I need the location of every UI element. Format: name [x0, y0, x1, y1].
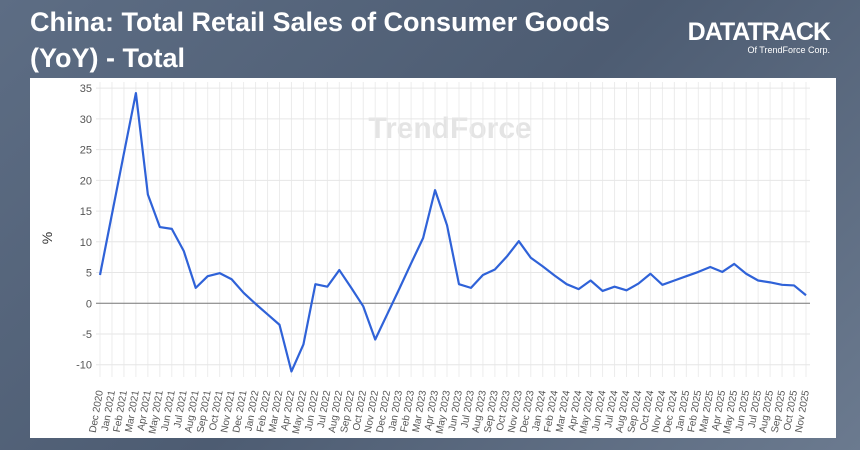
- logo-text: DATATRACK: [687, 18, 831, 46]
- logo-sub: Of TrendForce Corp.: [747, 45, 830, 55]
- y-tick-label: 0: [86, 298, 92, 310]
- watermark: TrendForce: [368, 112, 531, 145]
- chart-title: China: Total Retail Sales of Consumer Go…: [30, 7, 611, 73]
- y-tick-label: -5: [82, 329, 92, 341]
- y-tick-label: 25: [80, 145, 92, 157]
- y-tick-label: 30: [80, 114, 92, 126]
- data-line: [98, 91, 807, 373]
- y-tick-label: 35: [80, 83, 92, 95]
- y-tick-label: 20: [80, 175, 92, 187]
- y-axis-label: %: [39, 232, 55, 244]
- y-tick-label: -10: [76, 360, 92, 372]
- y-tick-label: 15: [80, 206, 92, 218]
- y-tick-label: 10: [80, 237, 92, 249]
- plot-bg: [30, 78, 836, 438]
- logo: DATATRACK Of TrendForce Corp.: [687, 18, 831, 55]
- y-tick-label: 5: [86, 268, 92, 280]
